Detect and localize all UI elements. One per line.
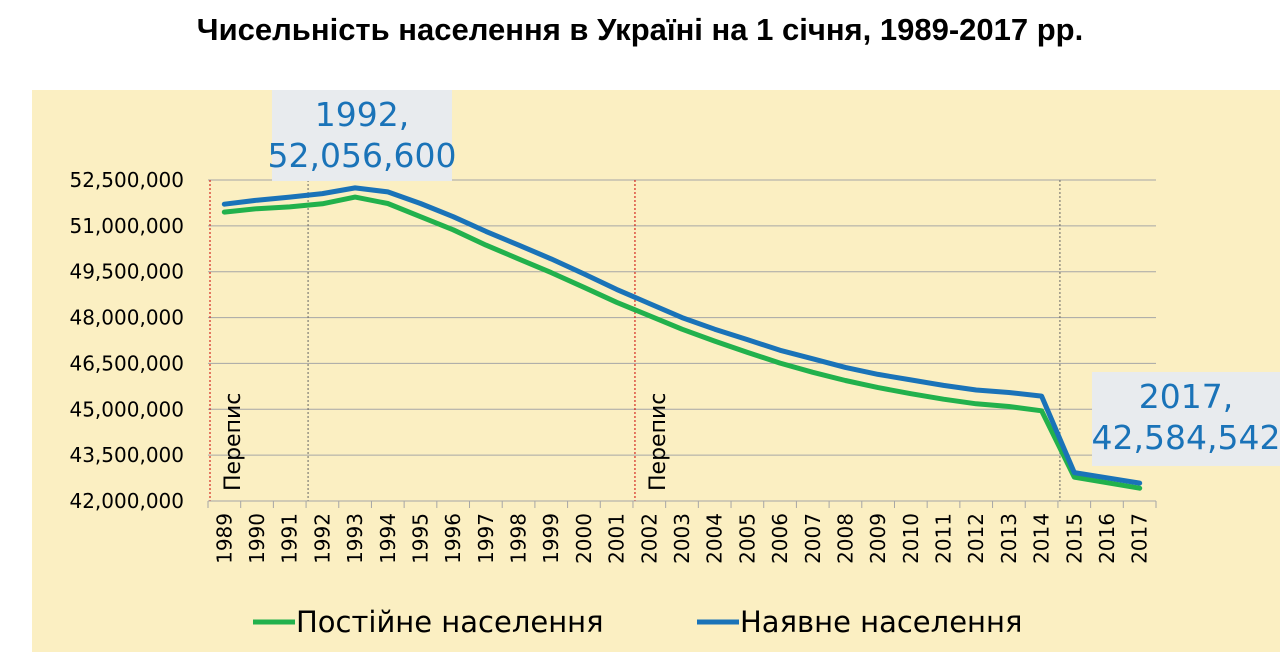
x-tick-label: 1990	[245, 513, 269, 564]
x-tick-label: 2000	[572, 513, 596, 564]
x-tick-label: 2016	[1095, 513, 1119, 564]
x-tick-label: 2017	[1128, 513, 1152, 564]
x-tick-label: 2001	[605, 513, 629, 564]
axis-layer: 42,000,000 43,500,000 45,000,000 46,500,000…	[69, 168, 1157, 564]
legend-label: Наявне населення	[740, 605, 1022, 639]
y-tick-label: 45,000,000	[69, 397, 184, 421]
reference-lines-layer: Перепис Перепис	[209, 180, 1061, 501]
x-tick-label: 2013	[997, 513, 1021, 564]
page-title: Чисельність населення в Україні на 1 січ…	[196, 12, 1084, 47]
y-tick-label: 49,500,000	[69, 260, 184, 284]
x-tick-label: 1998	[507, 513, 531, 564]
census-label: Перепис	[646, 393, 671, 491]
x-tick-label: 1994	[376, 513, 400, 564]
annotation-text: 2017,	[1139, 377, 1233, 416]
x-tick-label: 2015	[1062, 513, 1086, 564]
x-tick-label: 2004	[703, 513, 727, 564]
y-tick-label: 43,500,000	[69, 443, 184, 467]
x-tick-label: 2008	[833, 513, 857, 564]
annotation-box	[272, 90, 452, 181]
census-label: Перепис	[221, 393, 246, 491]
x-tick-label: 2009	[866, 513, 890, 564]
x-tick-label: 1997	[474, 513, 498, 564]
x-tick-label: 1995	[408, 513, 432, 564]
x-tick-label: 1999	[539, 513, 563, 564]
x-tick-label: 2005	[735, 513, 759, 564]
x-tick-label: 1991	[278, 513, 302, 564]
x-tick-label: 1989	[212, 513, 236, 564]
series-line-2	[221, 185, 1143, 486]
y-tick-label: 48,000,000	[69, 306, 184, 330]
annotation-layer: 1992,52,056,600 2017,42,584,542	[268, 90, 1280, 466]
grid-layer	[208, 179, 1156, 502]
annotation-box	[1092, 372, 1280, 466]
annotation-text: 42,584,542	[1092, 418, 1280, 457]
x-tick-label: 2012	[964, 513, 988, 564]
x-tick-label: 2014	[1030, 513, 1054, 564]
x-tick-label: 2007	[801, 513, 825, 564]
legend: Постійне населення Наявне населення	[253, 605, 1022, 639]
y-tick-label: 52,500,000	[69, 168, 184, 192]
x-tick-label: 2002	[637, 513, 661, 564]
annotation-text: 52,056,600	[268, 136, 457, 175]
x-tick-label: 2003	[670, 513, 694, 564]
series-layer	[221, 185, 1143, 491]
annotation-text: 1992,	[315, 95, 409, 134]
x-tick-label: 1992	[310, 513, 334, 564]
legend-label: Постійне населення	[296, 605, 604, 639]
x-tick-label: 1996	[441, 513, 465, 564]
x-tick-label: 2010	[899, 513, 923, 564]
chart-panel: Перепис Перепис 42,000,000 43,500,000 45,00…	[32, 90, 1280, 652]
y-tick-label: 46,500,000	[69, 351, 184, 375]
y-tick-label: 42,000,000	[69, 489, 184, 513]
series-line-1	[221, 194, 1143, 491]
x-tick-label: 2011	[932, 513, 956, 564]
population-line-chart: Перепис Перепис 42,000,000 43,500,000 45,00…	[69, 90, 1280, 639]
y-tick-label: 51,000,000	[69, 214, 184, 238]
x-tick-label: 1993	[343, 513, 367, 564]
x-tick-label: 2006	[768, 513, 792, 564]
